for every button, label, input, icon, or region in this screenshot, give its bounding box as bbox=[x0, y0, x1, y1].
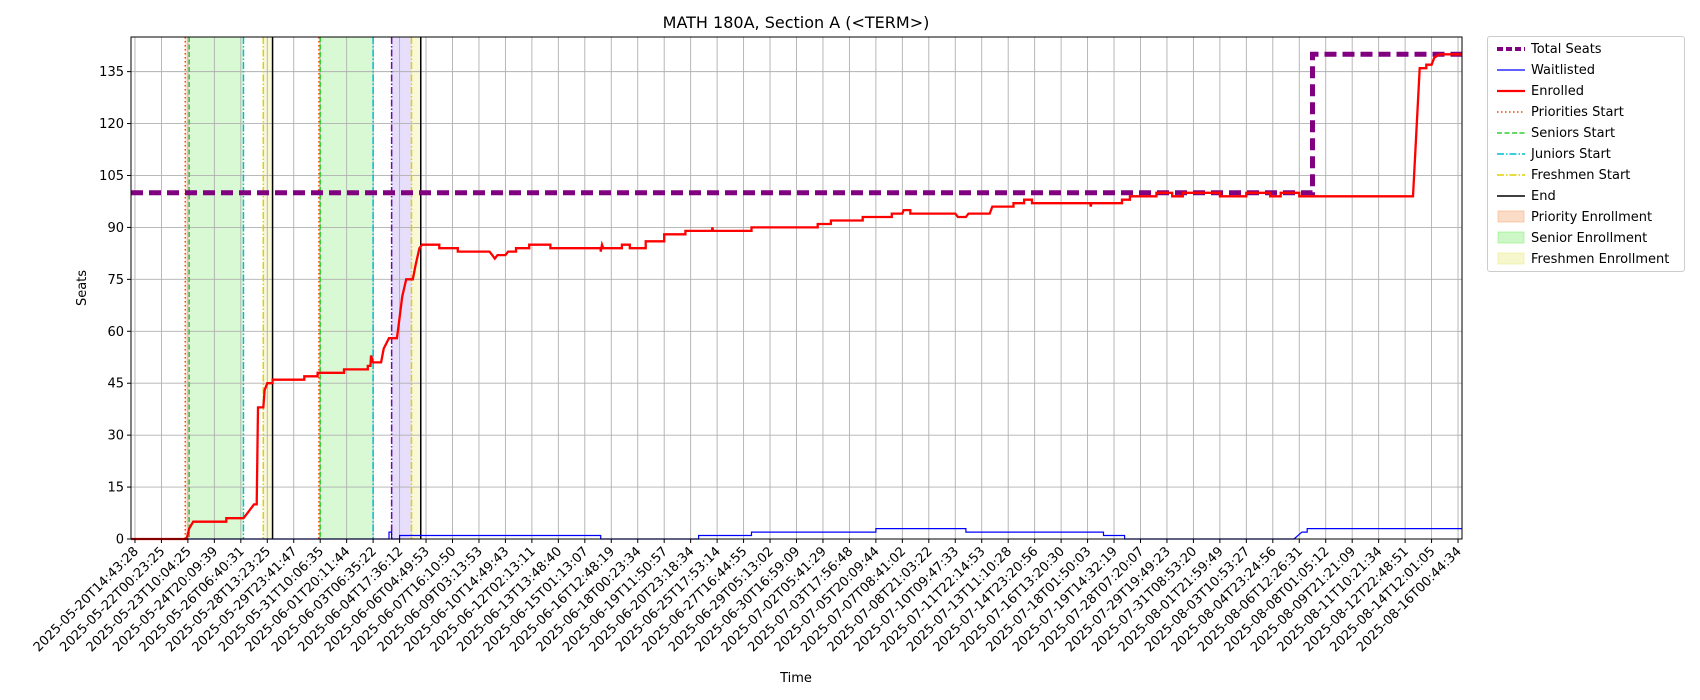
x-axis-label: Time bbox=[779, 671, 812, 686]
legend-label: End bbox=[1531, 189, 1556, 204]
legend-item: Seniors Start bbox=[1488, 123, 1686, 143]
y-tick-label: 90 bbox=[107, 221, 124, 236]
legend-swatch bbox=[1497, 47, 1525, 51]
y-tick-label: 135 bbox=[99, 65, 124, 80]
legend-label: Total Seats bbox=[1531, 42, 1602, 57]
grid-lines bbox=[131, 37, 1462, 540]
legend-label: Enrolled bbox=[1531, 84, 1584, 99]
shaded-regions bbox=[185, 37, 421, 539]
legend-label: Freshmen Enrollment bbox=[1531, 252, 1670, 267]
legend: Total Seats Waitlisted Enrolled Priorities … bbox=[1487, 36, 1685, 272]
legend-label: Seniors Start bbox=[1531, 126, 1616, 141]
y-tick-label: 45 bbox=[107, 377, 124, 392]
y-axis-label: Seats bbox=[75, 270, 90, 306]
y-tick-label: 105 bbox=[99, 169, 124, 184]
legend-swatch bbox=[1497, 252, 1525, 265]
legend-item: Priority Enrollment bbox=[1488, 207, 1686, 227]
shaded-region bbox=[185, 37, 190, 539]
x-axis-ticks: 2025-05-20T14:43:282025-05-22T00:23:2520… bbox=[31, 539, 1465, 655]
series-enrolled bbox=[131, 53, 1462, 541]
legend-item: Senior Enrollment bbox=[1488, 228, 1686, 248]
legend-label: Freshmen Start bbox=[1531, 168, 1631, 183]
legend-item: Total Seats bbox=[1488, 39, 1686, 59]
legend-item: End bbox=[1488, 186, 1686, 206]
legend-label: Senior Enrollment bbox=[1531, 231, 1648, 246]
y-tick-label: 75 bbox=[107, 273, 124, 288]
chart-title: MATH 180A, Section A (<TERM>) bbox=[663, 13, 930, 32]
shaded-region bbox=[391, 37, 412, 539]
legend-item: Freshmen Start bbox=[1488, 165, 1686, 185]
shaded-region bbox=[263, 37, 273, 539]
shaded-region bbox=[411, 37, 421, 539]
legend-swatch bbox=[1497, 153, 1525, 155]
legend-label: Priority Enrollment bbox=[1531, 210, 1653, 225]
series-total-seats bbox=[131, 51, 1462, 196]
legend-label: Waitlisted bbox=[1531, 63, 1596, 78]
legend-swatch bbox=[1497, 69, 1525, 71]
y-tick-label: 0 bbox=[116, 533, 124, 548]
y-tick-label: 15 bbox=[107, 481, 124, 496]
y-tick-label: 30 bbox=[107, 429, 124, 444]
legend-swatch bbox=[1497, 111, 1525, 113]
legend-swatch bbox=[1497, 195, 1525, 197]
legend-item: Juniors Start bbox=[1488, 144, 1686, 164]
y-tick-label: 60 bbox=[107, 325, 124, 340]
legend-label: Priorities Start bbox=[1531, 105, 1624, 120]
enrollment-markers bbox=[184, 37, 422, 539]
y-axis-ticks: 0 15 30 45 60 75 90 105 120 135 bbox=[99, 65, 131, 548]
legend-label: Juniors Start bbox=[1531, 147, 1611, 162]
legend-swatch bbox=[1497, 174, 1525, 176]
y-tick-label: 120 bbox=[99, 117, 124, 132]
legend-item: Waitlisted bbox=[1488, 60, 1686, 80]
legend-item: Enrolled bbox=[1488, 81, 1686, 101]
legend-swatch bbox=[1497, 231, 1525, 244]
legend-swatch bbox=[1497, 89, 1525, 93]
shaded-region bbox=[189, 37, 244, 539]
legend-item: Freshmen Enrollment bbox=[1488, 249, 1686, 269]
legend-swatch bbox=[1497, 210, 1525, 223]
legend-swatch bbox=[1497, 132, 1525, 134]
legend-item: Priorities Start bbox=[1488, 102, 1686, 122]
